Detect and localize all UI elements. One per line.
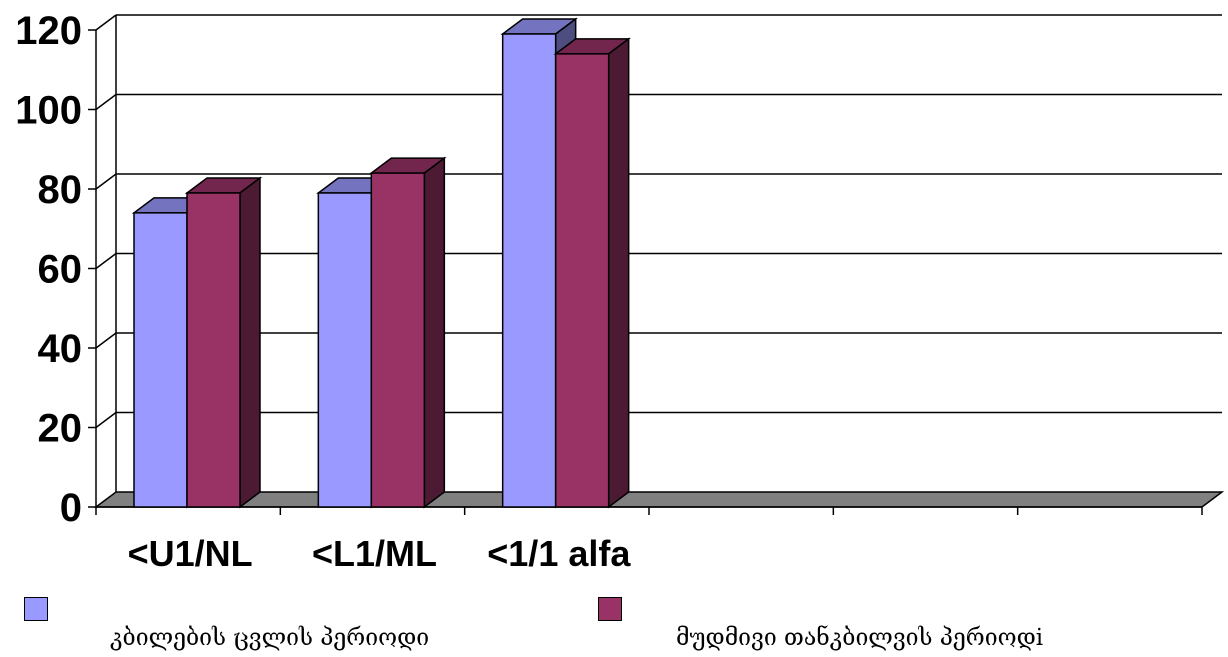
gridline-depth [95,93,117,111]
y-tick-label: 0 [60,486,82,530]
x-tick-label: <U1/NL [128,533,253,574]
bar-front [554,53,610,508]
gridline-depth [95,332,117,349]
bar-front [186,192,241,508]
bar-side [239,176,261,509]
legend-label-series-2: მუდმივი თანკბილვის პერიოდi [676,625,1044,651]
y-tick-label: 100 [15,89,82,133]
bar [369,156,447,509]
legend-swatch-series-1 [24,597,48,621]
gridline-depth [95,411,117,429]
axis-labels: 0 20 40 60 80 100 120 <U1/NL <L1/ML <1/1 alfa [15,9,631,574]
bar-side [607,37,630,509]
floor-plane [93,491,1225,508]
bar [184,176,263,509]
y-tick-label: 120 [15,9,82,53]
legend-swatch-series-2 [598,597,622,621]
bar-front [133,212,188,508]
chart-floor [93,491,1225,508]
bars [131,17,631,509]
y-tick-label: 20 [38,407,83,451]
gridline-depth [95,14,117,31]
legend-label-series-1: კბილების ცვლის პერიოდი [110,625,430,651]
y-tick-label: 80 [38,168,83,212]
bar-side [423,156,446,509]
bar-front [501,33,557,508]
gridlines [95,14,1222,429]
y-tick-label: 60 [38,248,83,292]
gridline-depth [95,173,117,190]
x-tick-label: <1/1 alfa [487,533,631,574]
bar-front [370,172,426,508]
gridline-depth [95,252,117,270]
y-tick-label: 40 [38,327,83,371]
axes [88,15,1203,515]
x-tick-label: <L1/ML [312,533,437,574]
bar [553,37,631,509]
bar-front [317,192,373,508]
